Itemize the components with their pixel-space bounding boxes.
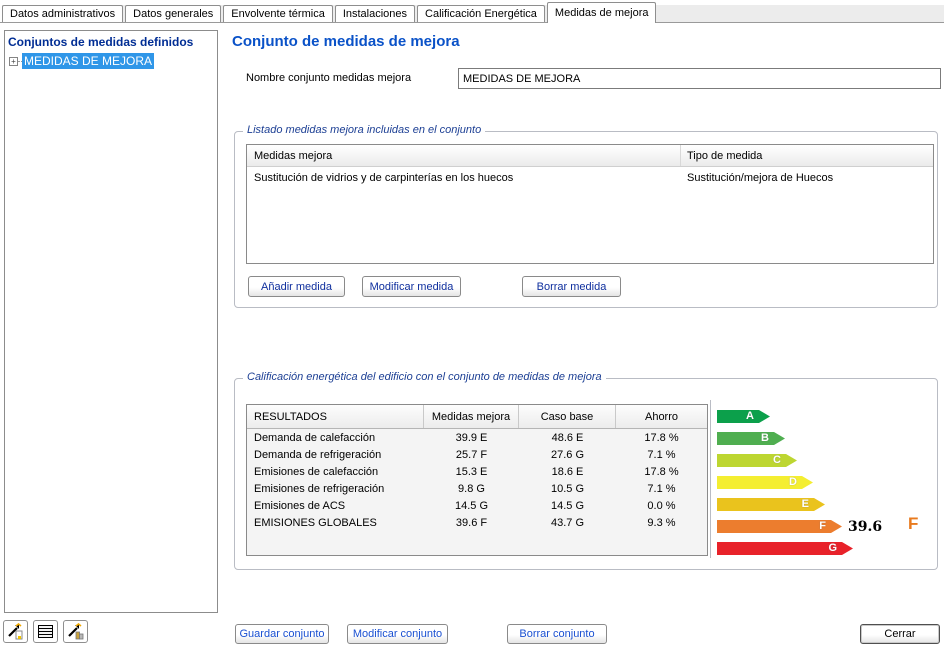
energy-band-e: E (717, 498, 825, 511)
tree-item-medidas-de-mejora[interactable]: + MEDIDAS DE MEJORA (9, 53, 217, 69)
delete-measure-button[interactable]: Borrar medida (522, 276, 621, 297)
results-table: RESULTADOS Medidas mejora Caso base Ahor… (246, 404, 708, 556)
energy-band-g: G (717, 542, 853, 555)
results-cell: 25.7 F (455, 448, 488, 461)
measure-row[interactable]: Sustitución de vidrios y de carpinterías… (247, 167, 933, 187)
tab-calificacion-energetica[interactable]: Calificación Energética (417, 5, 545, 22)
results-cell: Demanda de calefacción (254, 431, 376, 444)
magic-wand-document-button[interactable] (3, 620, 28, 643)
results-cell: 9.3 % (647, 516, 676, 529)
tab-datos-administrativos[interactable]: Datos administrativos (2, 5, 124, 22)
results-cell: 9.8 G (458, 482, 485, 495)
results-cell: 48.6 E (551, 431, 584, 444)
column-header-resultados: RESULTADOS (247, 405, 424, 428)
results-cell: 39.6 F (455, 516, 488, 529)
results-cell: 39.9 E (455, 431, 488, 444)
results-row: Emisiones de refrigeración 9.8 G 10.5 G 7.1… (247, 480, 707, 497)
results-row: Emisiones de calefacción 15.3 E 18.6 E 17.8… (247, 463, 707, 480)
energy-band-b: B (717, 432, 785, 445)
results-cell: EMISIONES GLOBALES (254, 516, 377, 529)
results-cell: 7.1 % (647, 448, 676, 461)
tree-item-label[interactable]: MEDIDAS DE MEJORA (22, 53, 155, 69)
measures-table-header: Medidas mejora Tipo de medida (247, 145, 933, 167)
measure-sets-panel: Conjuntos de medidas definidos + MEDIDAS… (4, 30, 218, 613)
results-row: EMISIONES GLOBALES 39.6 F 43.7 G 9.3 % (247, 514, 707, 531)
measure-name-cell: Sustitución de vidrios y de carpinterías… (254, 172, 514, 184)
tab-medidas-de-mejora[interactable]: Medidas de mejora (546, 2, 657, 23)
results-cell: 14.5 G (550, 499, 585, 512)
tab-envolvente-termica[interactable]: Envolvente térmica (223, 5, 333, 22)
results-row: Demanda de refrigeración 25.7 F 27.6 G 7.1 … (247, 446, 707, 463)
rating-letter: F (908, 514, 919, 533)
results-cell: 14.5 G (454, 499, 489, 512)
results-cell: 15.3 E (455, 465, 488, 478)
table-list-button[interactable] (33, 620, 58, 643)
modify-set-button[interactable]: Modificar conjunto (347, 624, 448, 644)
results-table-header: RESULTADOS Medidas mejora Caso base Ahor… (247, 405, 707, 429)
measure-type-cell: Sustitución/mejora de Huecos (687, 172, 834, 184)
measures-table-body: Sustitución de vidrios y de carpinterías… (247, 167, 933, 187)
results-cell: 7.1 % (647, 482, 676, 495)
measures-table: Medidas mejora Tipo de medida Sustitució… (246, 144, 934, 264)
delete-set-button[interactable]: Borrar conjunto (507, 624, 607, 644)
results-cell: 17.8 % (644, 465, 679, 478)
results-row: Demanda de calefacción 39.9 E 48.6 E 17.8 % (247, 429, 707, 446)
tab-bar: Datos administrativos Datos generales Envo… (2, 0, 658, 23)
results-cell: 17.8 % (644, 431, 679, 444)
add-measure-button[interactable]: Añadir medida (248, 276, 345, 297)
tab-datos-generales[interactable]: Datos generales (125, 5, 222, 22)
column-header-ahorro: Ahorro (644, 411, 679, 423)
save-set-button[interactable]: Guardar conjunto (235, 624, 329, 644)
energy-band-f: F (717, 520, 842, 533)
results-cell: Emisiones de ACS (254, 499, 346, 512)
results-cell: 18.6 E (551, 465, 584, 478)
rating-groupbox-legend: Calificación energética del edificio con… (243, 371, 606, 383)
magic-wand-document-icon (8, 623, 23, 640)
tab-instalaciones[interactable]: Instalaciones (334, 5, 416, 22)
close-button[interactable]: Cerrar (860, 624, 940, 644)
results-table-body: Demanda de calefacción 39.9 E 48.6 E 17.8 %… (247, 429, 707, 531)
results-cell: 27.6 G (550, 448, 585, 461)
tree-connector (18, 60, 22, 62)
results-cell: Demanda de refrigeración (254, 448, 382, 461)
results-cell: 0.0 % (647, 499, 676, 512)
name-field-label: Nombre conjunto medidas mejora (246, 72, 412, 84)
magic-wand-building-button[interactable] (63, 620, 88, 643)
column-header-medidas-mejora: Medidas mejora (424, 405, 519, 428)
magic-wand-building-icon (68, 623, 84, 640)
column-header-tipo-de-medida[interactable]: Tipo de medida (687, 150, 763, 162)
measures-groupbox-legend: Listado medidas mejora incluidas en el c… (243, 124, 486, 136)
results-cell: 10.5 G (550, 482, 585, 495)
modify-measure-button[interactable]: Modificar medida (362, 276, 461, 297)
tabstrip-baseline (0, 22, 944, 23)
measure-sets-panel-title: Conjuntos de medidas definidos (8, 35, 194, 49)
scale-divider (710, 400, 711, 558)
table-list-icon (38, 625, 53, 638)
results-cell: Emisiones de calefacción (254, 465, 379, 478)
results-row: Emisiones de ACS 14.5 G 14.5 G 0.0 % (247, 497, 707, 514)
tree-expander-icon[interactable]: + (9, 56, 18, 66)
rating-value: 39.6 (848, 519, 883, 535)
name-input[interactable] (458, 68, 941, 89)
energy-band-a: A (717, 410, 770, 423)
page-title: Conjunto de medidas de mejora (232, 33, 460, 50)
results-cell: Emisiones de refrigeración (254, 482, 385, 495)
energy-band-d: D (717, 476, 813, 489)
column-header-caso-base: Caso base (519, 405, 616, 428)
results-cell: 43.7 G (550, 516, 585, 529)
energy-band-c: C (717, 454, 797, 467)
column-header-medidas-mejora[interactable]: Medidas mejora (247, 145, 681, 166)
